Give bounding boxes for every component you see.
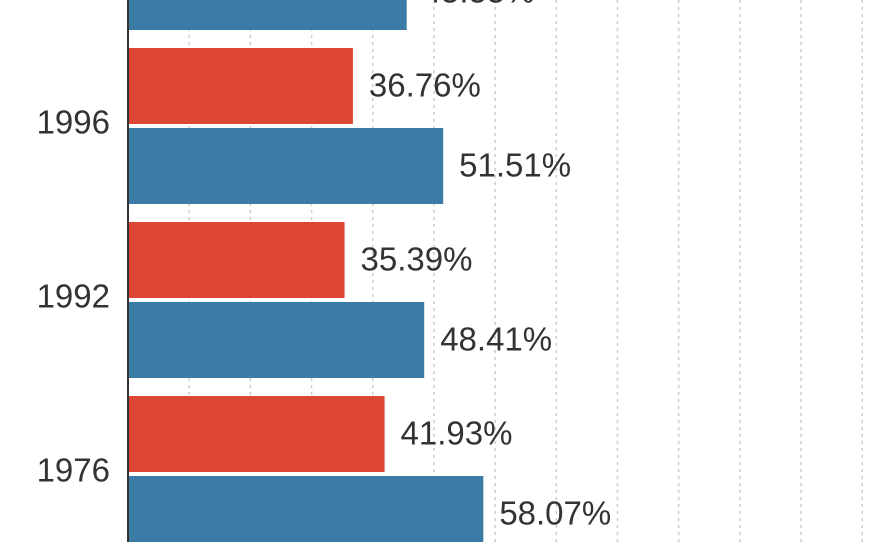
data-label: 51.51% xyxy=(459,147,571,184)
bar xyxy=(128,476,484,542)
y-tick-label: 1992 xyxy=(37,278,110,315)
data-label: 48.41% xyxy=(440,321,552,358)
y-tick-label: 1996 xyxy=(37,104,110,141)
bar xyxy=(128,48,353,124)
bar xyxy=(128,0,407,30)
data-label: 41.93% xyxy=(401,415,513,452)
bar xyxy=(128,302,425,378)
bar xyxy=(128,396,385,472)
data-label: 58.07% xyxy=(499,495,611,532)
data-label: 45.55% xyxy=(423,0,535,10)
data-label: 36.76% xyxy=(369,67,481,104)
bar xyxy=(128,128,444,204)
y-tick-label: 1976 xyxy=(37,452,110,489)
data-label: 35.39% xyxy=(361,241,473,278)
bar xyxy=(128,222,345,298)
